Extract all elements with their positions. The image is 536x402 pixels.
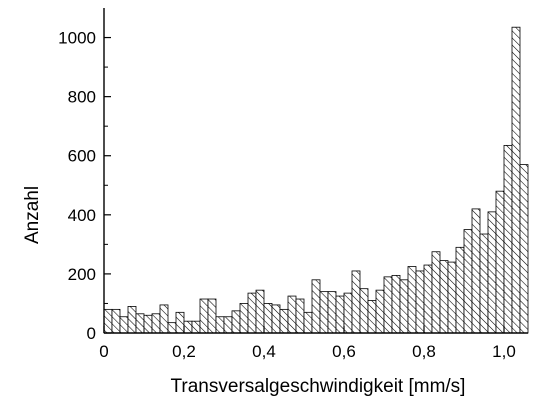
histogram-bar: [487, 211, 497, 334]
y-tick-label: 0: [87, 324, 96, 343]
histogram-bar: [327, 291, 337, 334]
histogram-bar: [463, 229, 473, 334]
histogram-bar: [295, 298, 305, 334]
histogram-bar: [407, 266, 417, 334]
histogram-bar: [343, 292, 353, 334]
histogram-bar: [127, 306, 137, 334]
histogram-bar: [135, 313, 145, 334]
histogram-bar: [255, 289, 265, 334]
histogram-bar: [455, 246, 465, 334]
histogram-bar: [471, 208, 481, 334]
histogram-bar: [439, 260, 449, 334]
x-tick-label: 0: [99, 342, 108, 361]
histogram-bar: [247, 292, 257, 334]
histogram-bar: [447, 261, 457, 334]
histogram-bar: [399, 279, 409, 334]
histogram-bar: [287, 295, 297, 334]
histogram-bar: [383, 276, 393, 334]
histogram-bar: [103, 308, 113, 334]
y-tick-label: 1000: [58, 29, 96, 48]
histogram-bar: [143, 314, 153, 334]
y-axis-label: Anzahl: [22, 186, 43, 244]
histogram-bar: [423, 264, 433, 334]
histogram-bar: [175, 311, 185, 334]
histogram-bar: [279, 308, 289, 334]
histogram-bar: [519, 164, 529, 334]
x-tick-label: 0,4: [252, 342, 276, 361]
histogram-bar: [511, 26, 521, 334]
histogram-bar: [119, 316, 129, 334]
histogram-bar: [359, 288, 369, 334]
y-tick-label: 600: [68, 147, 96, 166]
histogram-bar: [111, 308, 121, 334]
histogram-bar: [231, 310, 241, 334]
histogram-bar: [503, 144, 513, 334]
histogram-bar: [215, 316, 225, 334]
histogram-bar: [335, 295, 345, 334]
x-tick-label: 0,8: [412, 342, 436, 361]
y-tick-label: 200: [68, 265, 96, 284]
histogram-bar: [159, 304, 169, 334]
histogram-bar: [191, 320, 201, 334]
x-tick-label: 0,2: [172, 342, 196, 361]
histogram-bar: [495, 190, 505, 334]
histogram-bar: [263, 303, 273, 334]
x-axis-label: Transversalgeschwindigkeit [mm/s]: [171, 376, 466, 397]
histogram-bar: [479, 233, 489, 334]
histogram-bar: [199, 298, 209, 334]
histogram-bar: [351, 270, 361, 334]
histogram-bar: [151, 313, 161, 334]
histogram-bar: [415, 270, 425, 334]
x-tick-label: 0,6: [332, 342, 356, 361]
histogram-bar: [183, 320, 193, 334]
histogram-bar: [271, 304, 281, 334]
x-tick-label: 1,0: [492, 342, 516, 361]
histogram-bar: [303, 311, 313, 334]
y-tick-label: 800: [68, 88, 96, 107]
histogram-bars: [103, 26, 529, 334]
axes: 0 200 400 600 800 1000 0 0,2 0,4 0,6 0,8 1,0: [58, 8, 528, 361]
histogram-bar: [391, 274, 401, 334]
y-tick-label: 400: [68, 206, 96, 225]
histogram-bar: [311, 279, 321, 334]
histogram-bar: [319, 291, 329, 334]
histogram-bar: [239, 303, 249, 334]
histogram-bar: [207, 298, 217, 334]
histogram-bar: [431, 251, 441, 334]
histogram-bar: [375, 289, 385, 334]
histogram-bar: [167, 322, 177, 334]
histogram-bar: [223, 316, 233, 334]
histogram-bar: [367, 300, 377, 334]
